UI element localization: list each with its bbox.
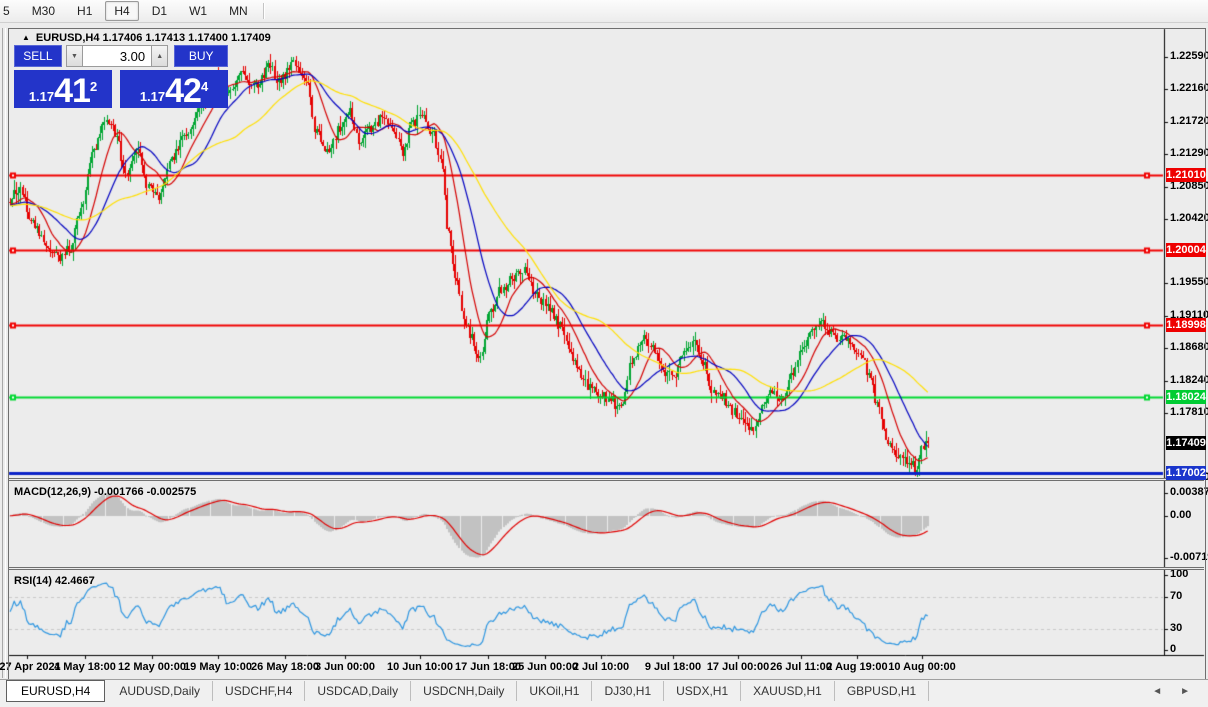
time-axis-label: 26 May 18:00	[251, 661, 319, 673]
sell-price-display[interactable]: 1.17 41 2	[14, 70, 112, 108]
pane-separator-price-macd[interactable]	[8, 478, 1204, 481]
timeframe-button-H1[interactable]: H1	[77, 4, 93, 18]
time-axis-label: 10 Jun 10:00	[386, 661, 454, 673]
volume-input[interactable]	[83, 45, 152, 67]
price-axis-tick: 1.22160	[1170, 82, 1208, 95]
chart-tab-GBPUSD-H1[interactable]: GBPUSD,H1	[835, 681, 930, 701]
timeframe-button-W1[interactable]: W1	[189, 4, 208, 18]
time-axis-label: 10 Aug 00:00	[888, 661, 956, 673]
one-click-trade-panel: SELL ▼ ▲ BUY 1.17 41 2 1.17 42 4	[14, 45, 228, 108]
timeframe-toolbar: 5 M30 H1 H4 D1 W1 MN	[0, 0, 1208, 23]
time-axis-label: 27 Apr 2021	[0, 661, 61, 673]
price-axis-tick: 1.21290	[1170, 146, 1208, 159]
time-axis-label: 3 Jun 00:00	[315, 661, 375, 673]
time-axis-label: 12 May 00:00	[118, 661, 186, 673]
macd-axis-tick: 0.003873	[1170, 485, 1208, 498]
pane-separator-macd-rsi[interactable]	[8, 567, 1204, 570]
volume-decrease-button[interactable]: ▼	[65, 45, 84, 67]
time-axis-label: 26 Jul 11:00	[770, 661, 832, 673]
buy-button[interactable]: BUY	[174, 45, 228, 67]
sell-price-sup: 2	[89, 79, 98, 94]
chart-tab-UKOil-H1[interactable]: UKOil,H1	[517, 681, 593, 701]
rsi-axis-tick: 100	[1170, 568, 1189, 580]
chart-tab-USDCNH-Daily[interactable]: USDCNH,Daily	[411, 681, 518, 701]
rsi-axis-tick: 70	[1170, 590, 1183, 603]
sell-price-big: 41	[54, 72, 91, 110]
chart-title: EURUSD,H4 1.17406 1.17413 1.17400 1.1740…	[35, 32, 271, 44]
tabs-scroll-right-icon[interactable]: ►	[1180, 685, 1190, 697]
price-axis-tick: 1.18680	[1170, 341, 1208, 354]
timeframe-button-M30[interactable]: M30	[31, 4, 56, 18]
chart-tab-USDCAD-Daily[interactable]: USDCAD,Daily	[305, 681, 412, 701]
time-axis-label: 25 Jun 00:00	[511, 661, 579, 673]
macd-indicator-label: MACD(12,26,9) -0.001766 -0.002575	[14, 486, 197, 498]
time-axis-label: 2 Aug 19:00	[826, 661, 888, 673]
window-left-edge-highlight	[5, 28, 6, 678]
price-axis-tick: 1.22590	[1170, 49, 1208, 62]
timeframe-button-H4[interactable]: H4	[105, 1, 139, 21]
rsi-axis-tick: 30	[1170, 621, 1183, 634]
price-axis-tick: 1.19550	[1170, 276, 1208, 289]
chart-title-row: ▲ EURUSD,H4 1.17406 1.17413 1.17400 1.17…	[22, 32, 271, 44]
macd-axis-tick: 0.00	[1170, 509, 1192, 521]
chart-tab-EURUSD-H4[interactable]: EURUSD,H4	[6, 680, 106, 702]
price-line-label: 1.18024	[1166, 390, 1206, 405]
price-line-label: 1.18998	[1166, 317, 1206, 332]
toolbar-separator	[262, 3, 265, 19]
chart-tab-USDCHF-H4[interactable]: USDCHF,H4	[213, 681, 306, 701]
chart-tab-USDX-H1[interactable]: USDX,H1	[664, 681, 742, 701]
sell-price-prefix: 1.17	[28, 89, 55, 104]
time-axis-label: 4 May 18:00	[54, 661, 116, 673]
price-axis-tick: 1.20420	[1170, 211, 1208, 224]
buy-price-display[interactable]: 1.17 42 4	[120, 70, 228, 108]
time-axis-label: 17 Jun 18:00	[454, 661, 522, 673]
price-line-label: 1.20004	[1166, 242, 1206, 257]
chart-tab-bar: EURUSD,H4 AUDUSD,Daily USDCHF,H4 USDCAD,Dai…	[0, 679, 1208, 707]
window-left-edge	[2, 28, 3, 678]
sell-button[interactable]: SELL	[14, 45, 62, 67]
chart-tab-DJ30-H1[interactable]: DJ30,H1	[592, 681, 665, 701]
chart-tab-AUDUSD-Daily[interactable]: AUDUSD,Daily	[107, 681, 214, 701]
time-axis-label: 19 May 10:00	[184, 661, 252, 673]
macd-axis-tick: -0.00719	[1170, 551, 1208, 563]
price-axis-tick: 1.17810	[1170, 406, 1208, 419]
buy-price-prefix: 1.17	[139, 89, 166, 104]
time-axis-label: 2 Jul 10:00	[572, 661, 630, 673]
tabs-scroll-left-icon[interactable]: ◄	[1152, 685, 1163, 697]
price-line-label: 1.17409	[1166, 435, 1206, 450]
time-axis-label: 17 Jul 00:00	[706, 661, 770, 673]
time-axis-label: 9 Jul 18:00	[644, 661, 702, 673]
rsi-axis-tick: 0	[1170, 643, 1177, 655]
buy-price-big: 42	[165, 72, 202, 110]
price-line-label: 1.17002	[1166, 466, 1206, 481]
buy-price-sup: 4	[200, 79, 209, 94]
rsi-indicator-label: RSI(14) 42.4667	[14, 575, 95, 587]
timeframe-button-MN[interactable]: MN	[229, 4, 248, 18]
timeframe-button-5[interactable]: 5	[3, 4, 10, 18]
trade-panel-collapse-icon[interactable]: ▲	[22, 33, 30, 42]
timeframe-button-D1[interactable]: D1	[151, 4, 168, 18]
price-axis-tick: 1.21720	[1170, 114, 1208, 127]
chart-tab-XAUUSD-H1[interactable]: XAUUSD,H1	[741, 681, 835, 701]
price-line-label: 1.21010	[1166, 167, 1206, 182]
price-axis-tick: 1.18240	[1170, 373, 1208, 386]
price-axis-tick: 1.20850	[1170, 179, 1208, 192]
volume-increase-button[interactable]: ▲	[151, 45, 169, 67]
